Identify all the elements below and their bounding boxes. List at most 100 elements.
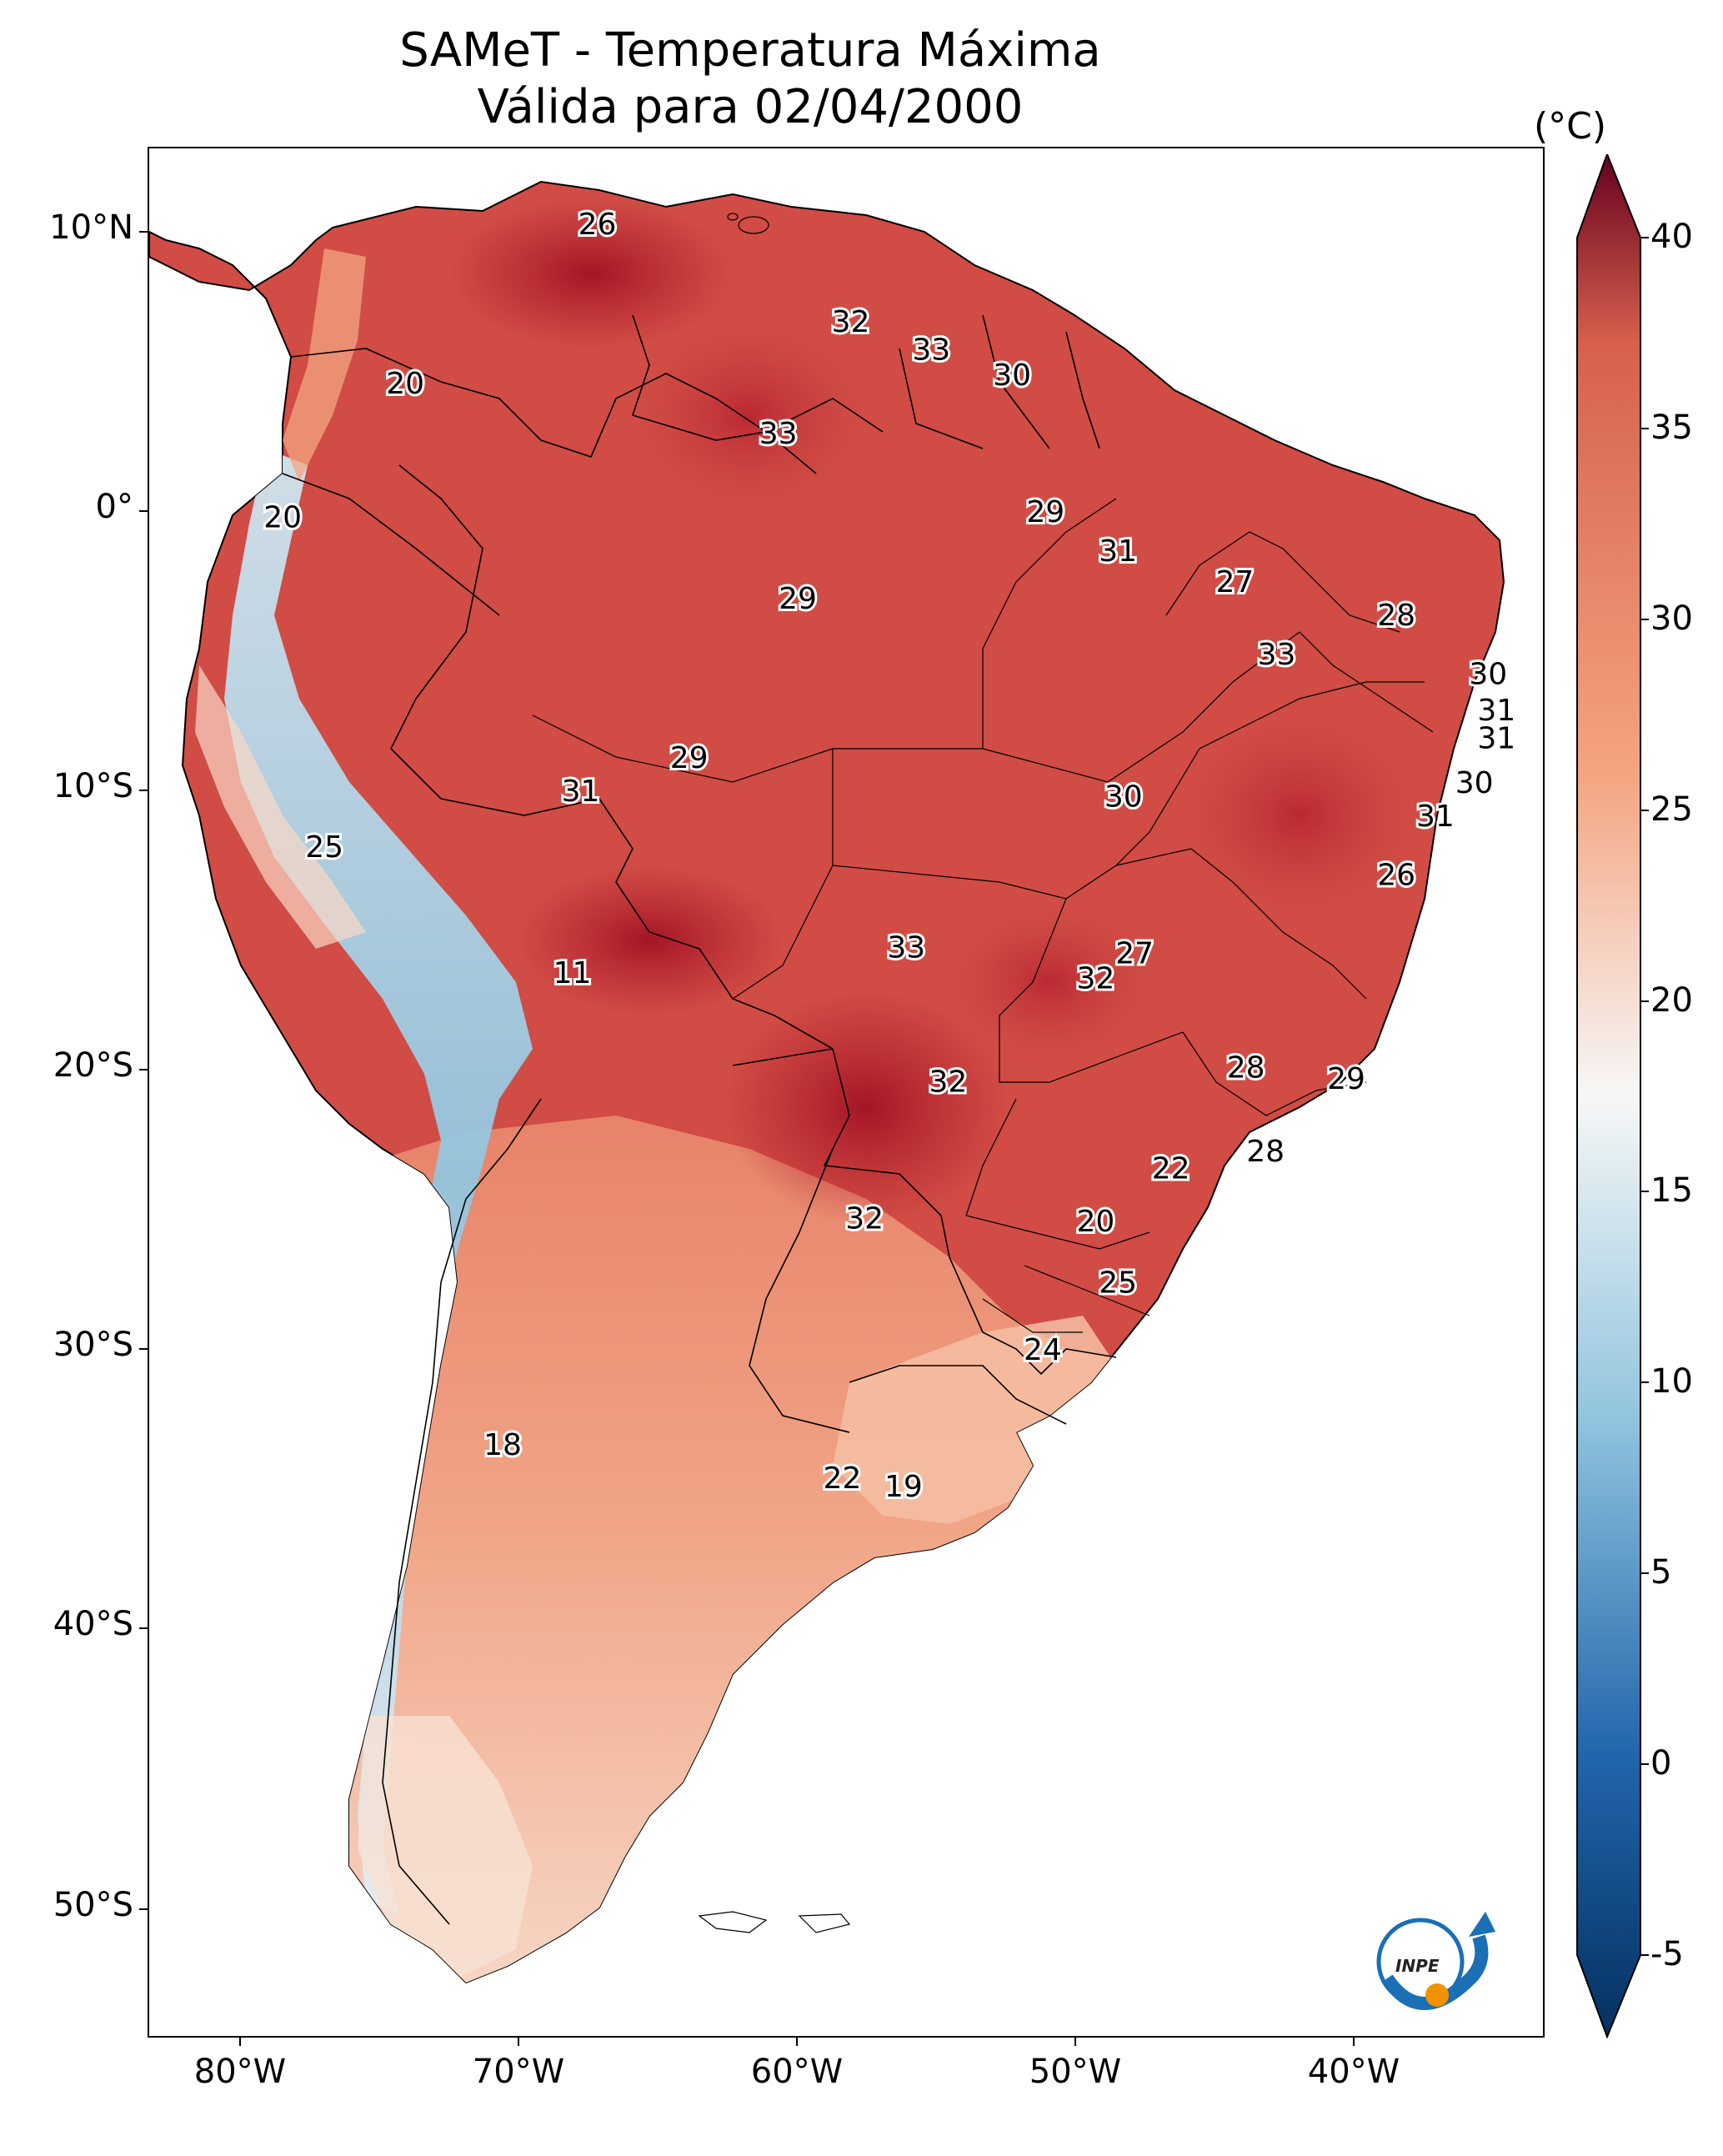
city-temperature-label: 32 <box>929 1065 967 1099</box>
lat-tick <box>139 231 148 233</box>
lat-label-10n: 10°N <box>49 208 133 247</box>
city-temperature-label: 29 <box>779 582 817 616</box>
city-temperature-label: 29 <box>670 741 709 775</box>
colorbar-tick <box>1640 1381 1649 1384</box>
colorbar-tick-label: 35 <box>1650 408 1693 447</box>
colombian-highlands <box>283 248 366 482</box>
city-temperature-label: 27 <box>1215 565 1254 599</box>
colorbar-tick-label: 40 <box>1650 218 1693 256</box>
state-borders <box>532 498 1434 1333</box>
lat-tick <box>139 510 148 512</box>
lon-tick <box>1074 2038 1076 2046</box>
lat-label-50s: 50°S <box>53 1886 133 1924</box>
lat-label-20s: 20°S <box>53 1046 133 1085</box>
city-temperature-label: 31 <box>1099 534 1137 569</box>
city-temperature-label: 31 <box>1416 800 1455 834</box>
lat-tick <box>139 1627 148 1629</box>
city-temperature-label: 26 <box>579 208 617 242</box>
city-temperature-label: 20 <box>263 501 302 535</box>
lon-label-60w: 60°W <box>750 2053 844 2091</box>
city-temperature-label: 33 <box>887 931 925 965</box>
islands <box>698 213 851 1933</box>
city-temperature-label: 32 <box>832 305 870 339</box>
lon-tick <box>1353 2038 1355 2046</box>
lon-tick <box>518 2038 519 2046</box>
lat-tick <box>139 1908 148 1910</box>
city-temperature-label: 18 <box>483 1428 522 1462</box>
inpe-logo: INPE <box>1376 1912 1495 2010</box>
pampas-region <box>833 1316 1116 1524</box>
hotspot-goias <box>949 907 1150 1057</box>
colorbar-tick <box>1640 1763 1649 1766</box>
colorbar-tick <box>1640 427 1649 429</box>
patagonia-region <box>358 1716 533 1983</box>
city-temperature-label: 28 <box>1377 599 1415 633</box>
country-borders <box>282 314 1117 1925</box>
colorbar-tick-label: 10 <box>1650 1362 1693 1401</box>
city-temperature-label: 25 <box>1099 1266 1137 1301</box>
lat-label-30s: 30°S <box>53 1326 133 1364</box>
colorbar-tick <box>1640 1954 1649 1956</box>
map-title: SAMeT - Temperatura Máxima <box>399 23 1101 78</box>
colorbar-tick-label: 25 <box>1650 790 1693 829</box>
colorbar <box>1576 154 1641 2038</box>
city-temperature-label: 30 <box>1455 766 1494 800</box>
inpe-swoosh-icon <box>1381 1934 1489 2010</box>
city-temperature-label: 31 <box>1477 694 1515 728</box>
city-temperature-label: 30 <box>1469 657 1507 691</box>
colorbar-tick-label: 15 <box>1650 1171 1693 1211</box>
colorbar-tick <box>1640 1191 1649 1193</box>
inpe-sun-icon <box>1425 1983 1449 2007</box>
inpe-arrow-icon <box>1469 1912 1495 1937</box>
colorbar-unit: (°C) <box>1534 105 1607 148</box>
city-temperature-label: 30 <box>993 358 1031 393</box>
city-temperature-label: 28 <box>1227 1051 1265 1086</box>
city-temperature-label: 25 <box>305 830 343 865</box>
colorbar-tick <box>1640 1000 1649 1002</box>
colorbar-tick-label: 5 <box>1650 1553 1672 1592</box>
city-temperature-label: 32 <box>845 1202 884 1236</box>
city-temperature-label: 31 <box>562 775 600 809</box>
hotspot-piaui <box>1183 715 1416 915</box>
city-temperature-label: 33 <box>1258 638 1296 672</box>
colorbar-tick-label: 20 <box>1650 980 1693 1020</box>
city-temperature-label: 11 <box>553 956 592 990</box>
city-temperature-label: 22 <box>1152 1151 1190 1186</box>
colorbar-bar <box>1576 154 1641 2038</box>
lat-label-40s: 40°S <box>53 1605 133 1643</box>
city-temperature-label: 19 <box>884 1470 923 1504</box>
colorbar-tick-label: 0 <box>1650 1744 1672 1783</box>
hotspot-bolivia <box>516 865 783 1015</box>
map-subtitle: Válida para 02/04/2000 <box>477 80 1024 134</box>
colorbar-tick-label: 30 <box>1650 599 1693 638</box>
city-temperature-label: 28 <box>1246 1135 1285 1169</box>
city-temperature-label: 26 <box>1377 859 1415 893</box>
lon-label-50w: 50°W <box>1029 2053 1122 2091</box>
city-temperature-label: 33 <box>759 417 798 451</box>
lon-label-40w: 40°W <box>1307 2053 1400 2091</box>
city-temperature-label: 20 <box>386 367 424 401</box>
hotspot-guianas <box>633 323 866 507</box>
lat-label-0: 0° <box>95 488 133 526</box>
colorbar-tick <box>1640 809 1649 811</box>
city-temperature-label: 29 <box>1026 495 1064 529</box>
colorbar-tick <box>1640 1572 1649 1575</box>
lon-label-70w: 70°W <box>472 2053 565 2091</box>
hotspot-venezuela <box>449 198 733 348</box>
city-temperature-label: 29 <box>1327 1062 1365 1096</box>
lat-tick <box>139 790 148 791</box>
city-temperature-label: 30 <box>1104 780 1143 815</box>
city-temperature-label: 33 <box>912 333 950 368</box>
lon-label-80w: 80°W <box>193 2053 287 2091</box>
city-temperature-label: 31 <box>1477 721 1515 755</box>
lat-label-10s: 10°S <box>53 767 133 805</box>
lat-tick <box>139 1069 148 1070</box>
colorbar-tick <box>1640 237 1649 238</box>
hotspot-paraguay <box>724 990 1008 1224</box>
city-temperature-label: 32 <box>1076 961 1114 995</box>
colorbar-tick-label: -5 <box>1650 1935 1684 1973</box>
city-temperature-label: 20 <box>1076 1205 1114 1239</box>
city-temperature-label: 27 <box>1115 936 1154 970</box>
